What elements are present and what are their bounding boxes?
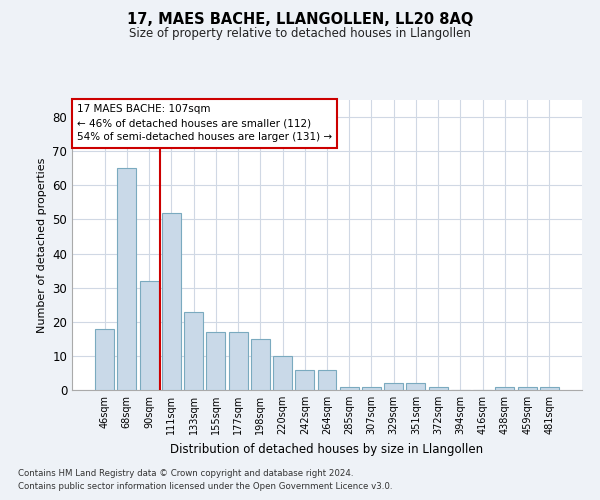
- X-axis label: Distribution of detached houses by size in Llangollen: Distribution of detached houses by size …: [170, 442, 484, 456]
- Bar: [540, 386, 559, 390]
- Bar: [162, 212, 181, 390]
- Bar: [206, 332, 225, 390]
- Bar: [518, 386, 536, 390]
- Bar: [317, 370, 337, 390]
- Text: Contains HM Land Registry data © Crown copyright and database right 2024.: Contains HM Land Registry data © Crown c…: [18, 468, 353, 477]
- Bar: [118, 168, 136, 390]
- Bar: [384, 383, 403, 390]
- Bar: [362, 386, 381, 390]
- Text: 17 MAES BACHE: 107sqm
← 46% of detached houses are smaller (112)
54% of semi-det: 17 MAES BACHE: 107sqm ← 46% of detached …: [77, 104, 332, 142]
- Bar: [406, 383, 425, 390]
- Bar: [251, 339, 270, 390]
- Bar: [140, 281, 158, 390]
- Text: Contains public sector information licensed under the Open Government Licence v3: Contains public sector information licen…: [18, 482, 392, 491]
- Bar: [496, 386, 514, 390]
- Bar: [295, 370, 314, 390]
- Bar: [229, 332, 248, 390]
- Bar: [184, 312, 203, 390]
- Text: Size of property relative to detached houses in Llangollen: Size of property relative to detached ho…: [129, 28, 471, 40]
- Text: 17, MAES BACHE, LLANGOLLEN, LL20 8AQ: 17, MAES BACHE, LLANGOLLEN, LL20 8AQ: [127, 12, 473, 28]
- Bar: [429, 386, 448, 390]
- Y-axis label: Number of detached properties: Number of detached properties: [37, 158, 47, 332]
- Bar: [273, 356, 292, 390]
- Bar: [340, 386, 359, 390]
- Bar: [95, 328, 114, 390]
